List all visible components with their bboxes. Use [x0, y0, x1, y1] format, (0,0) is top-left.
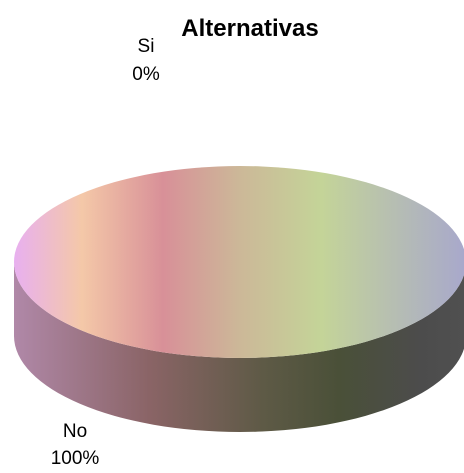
pie-slice-no	[14, 166, 464, 358]
chart-title: Alternativas	[181, 15, 318, 42]
data-label-si-category: Si	[138, 36, 155, 57]
data-label-no-percent: 100%	[51, 448, 100, 469]
data-label-si-percent: 0%	[132, 64, 160, 85]
pie-slice-no-side	[14, 262, 464, 432]
data-label-no-category: No	[63, 421, 87, 442]
